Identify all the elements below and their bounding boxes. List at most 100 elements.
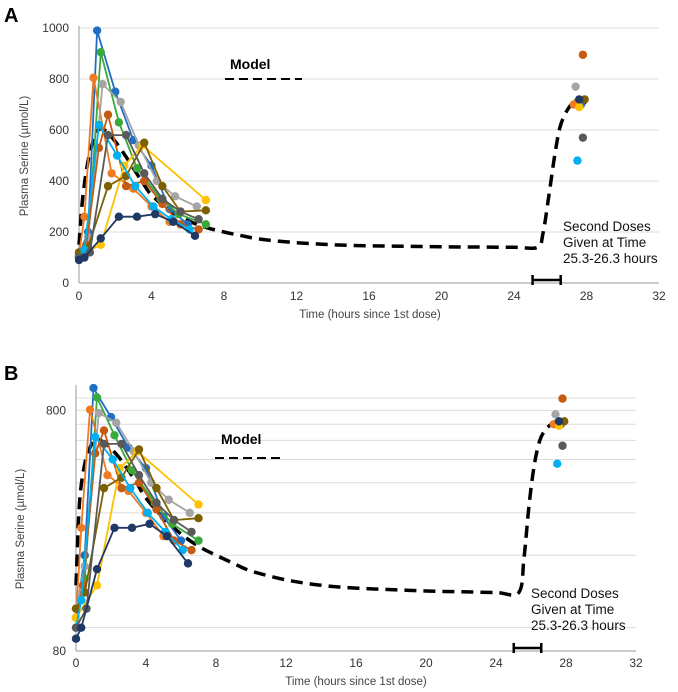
panel-a-grid [79,27,659,233]
second-dose-point-s10 [554,417,564,426]
panel-b-annotation-line-3: 25.3-26.3 hours [531,618,626,633]
second-dose-point-s4 [571,82,580,91]
panel-b-dose-range-bar [512,643,543,653]
panel-a: A 0 4 8 12 16 20 24 28 32 0 200 400 600 800 1000 Time … [4,5,666,321]
panel-b: B 0 4 8 12 16 20 24 28 32 80 800 Time (hours since… [4,363,643,688]
data-point-s8 [126,483,135,493]
data-point-s10 [127,523,137,533]
y-tick-label: 80 [53,644,67,658]
y-tick-label: 600 [49,123,69,137]
series-line-s4 [75,411,191,609]
data-point-s9 [158,194,167,204]
x-tick-label: 16 [349,656,363,670]
series-line-s1 [75,385,182,618]
data-point-s5 [99,426,109,435]
data-point-s8 [77,596,86,605]
data-point-s10 [114,212,124,221]
data-point-s10 [150,209,160,219]
data-point-s9 [187,527,196,537]
x-tick-label: 20 [435,289,449,303]
data-point-s10 [92,564,102,574]
data-point-s3 [77,523,86,533]
y-tick-label: 800 [49,72,69,86]
data-point-s10 [110,523,119,533]
data-point-s4 [94,408,103,418]
data-point-s1 [89,383,98,393]
x-tick-label: 4 [148,289,155,303]
panel-b-annotation-line-2: Given at Time [531,602,614,617]
data-point-s3 [85,405,95,414]
data-point-s9 [99,439,109,449]
panel-b-model-curve [74,419,567,597]
data-point-s6 [96,240,105,249]
data-point-s10 [183,559,193,568]
panel-a-series [74,26,589,265]
panel-a-annotation-line-2: Given at Time [563,235,646,250]
panel-a-dose-range-bar [531,275,562,285]
data-point-s9 [176,207,185,216]
data-point-s1 [92,26,102,35]
y-tick-label: 200 [49,225,69,239]
panel-b-tick-labels: 0 4 8 12 16 20 24 28 32 80 800 [46,403,643,670]
x-tick-label: 12 [279,656,293,670]
data-point-s4 [170,192,180,201]
data-point-s7 [152,483,161,493]
data-point-s8 [130,181,140,191]
x-tick-label: 20 [419,656,433,670]
data-point-s9 [117,439,126,449]
data-point-s8 [91,432,100,442]
panel-b-model-legend-label: Model [221,431,261,447]
data-point-s7 [194,514,203,523]
x-tick-label: 32 [652,289,666,303]
data-point-s8 [178,545,187,555]
panel-b-series [71,383,569,643]
data-point-s10 [80,253,89,262]
data-point-s9 [121,130,131,140]
data-point-s9 [194,215,203,224]
data-point-s1 [165,204,174,214]
panel-a-annotation-line-3: 25.3-26.3 hours [563,251,658,266]
x-tick-label: 0 [76,289,83,303]
data-point-s5 [103,110,113,119]
data-point-s3 [103,471,112,480]
data-point-s10 [77,623,86,632]
x-tick-label: 16 [362,289,376,303]
data-point-s7 [140,138,149,147]
second-dose-point-s5 [558,394,567,403]
second-dose-point-s9 [558,441,567,450]
data-point-s5 [152,505,161,514]
data-point-s7 [99,483,109,493]
panel-b-letter: B [4,363,18,385]
data-point-s10 [145,519,154,529]
x-tick-label: 4 [143,656,150,670]
data-point-s5 [117,483,126,493]
data-point-s7 [71,604,81,613]
data-point-s2 [96,48,105,57]
second-dose-point-s6 [575,102,584,112]
data-point-s3 [89,73,98,82]
panel-b-annotation-line-1: Second Doses [531,586,619,601]
panel-a-tick-labels: 0 4 8 12 16 20 24 28 32 0 200 400 600 800 1000 [42,21,666,303]
data-point-s5 [187,545,196,555]
y-tick-label: 800 [46,403,66,417]
series-line-s8 [75,434,184,628]
data-point-s10 [169,217,178,226]
data-point-s7 [103,181,113,191]
data-point-s8 [143,508,152,518]
data-point-s8 [112,151,122,160]
data-point-s9 [169,515,179,525]
x-tick-label: 0 [73,656,80,670]
data-point-s9 [103,130,113,140]
data-point-s2 [114,118,124,127]
data-point-s2 [132,164,142,173]
x-tick-label: 24 [507,289,521,303]
x-tick-label: 12 [290,289,304,303]
x-tick-label: 8 [221,289,228,303]
panel-b-y-axis-label: Plasma Serine (µmol/L) [15,469,27,590]
second-dose-point-s9 [578,133,588,142]
data-point-s9 [140,169,149,178]
second-dose-point-s8 [553,459,562,468]
data-point-s4 [116,97,125,107]
panel-a-y-axis-label: Plasma Serine (µmol/L) [19,96,31,217]
